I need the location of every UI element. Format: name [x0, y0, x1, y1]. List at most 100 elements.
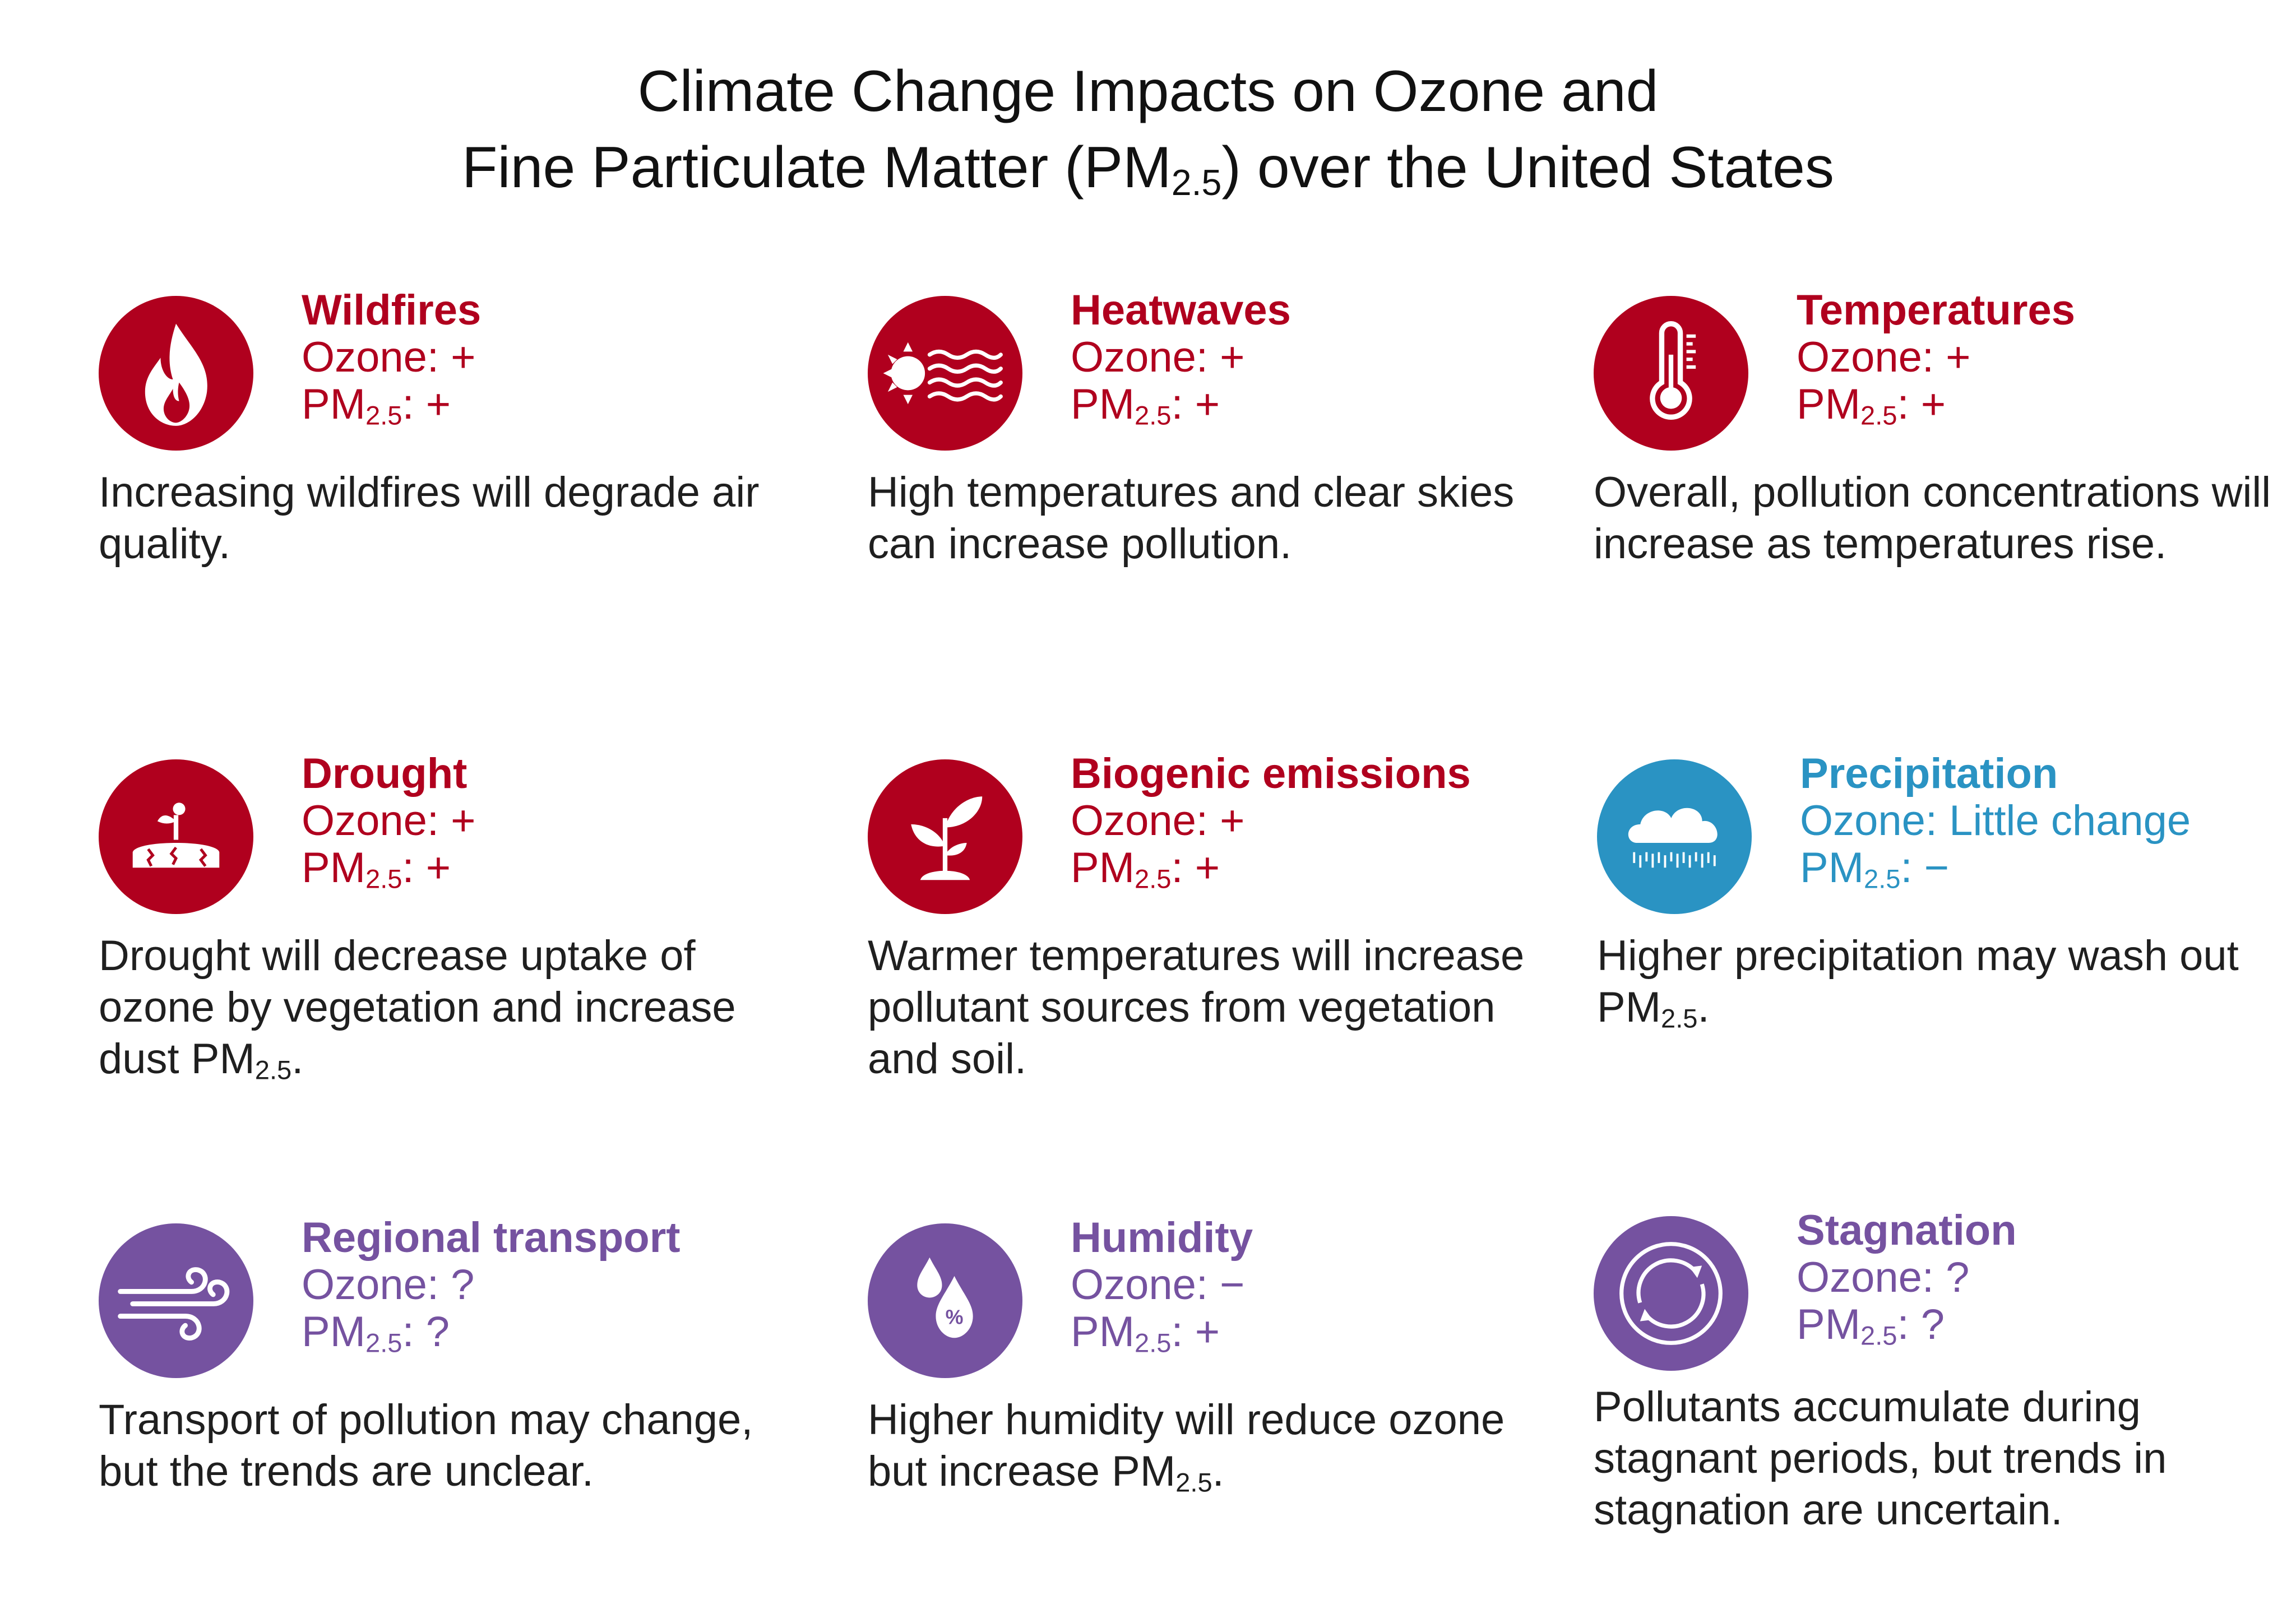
impact-labels: Humidity Ozone: − PM2.5: + [1071, 1214, 1253, 1356]
ozone-label: Ozone: [1797, 333, 1934, 381]
ozone-value: + [451, 333, 476, 381]
impact-description: Higher humidity will reduce ozone but in… [868, 1394, 1529, 1497]
pm-sub: 2.5 [365, 1328, 402, 1358]
ozone-impact: Ozone: + [302, 797, 476, 845]
pm-suffix: : [402, 381, 414, 428]
pm-value: ? [1920, 1301, 1945, 1348]
pm-impact: PM2.5: + [1071, 1309, 1253, 1356]
pm-impact: PM2.5: ? [1797, 1301, 2017, 1349]
desc-text: Drought will decrease uptake of ozone by… [99, 932, 736, 1083]
stagnation-cycle-icon [1594, 1216, 1748, 1371]
heatwave-icon [868, 296, 1022, 451]
impact-name: Heatwaves [1071, 286, 1291, 334]
pm-suffix: : [402, 1308, 414, 1356]
impact-labels: Regional transport Ozone: ? PM2.5: ? [302, 1214, 681, 1356]
card-regional-transport: Regional transport Ozone: ? PM2.5: ? Tra… [99, 1214, 760, 1571]
impact-description: Increasing wildfires will degrade air qu… [99, 467, 760, 570]
title-line-2-sub: 2.5 [1171, 163, 1222, 203]
card-wildfires: Wildfires Ozone: + PM2.5: + Increasing w… [99, 287, 760, 643]
pm-impact: PM2.5: + [1071, 381, 1291, 430]
impact-description: Pollutants accumulate during stagnant pe… [1594, 1381, 2255, 1536]
pm-sub: 2.5 [1860, 400, 1897, 430]
pm-impact: PM2.5: ? [302, 1309, 681, 1356]
pm-value: − [1924, 844, 1950, 892]
title-line-1: Climate Change Impacts on Ozone and [637, 59, 1659, 124]
thermometer-icon [1594, 296, 1748, 451]
pm-sub: 2.5 [365, 400, 402, 430]
desc-text: Pollutants accumulate during stagnant pe… [1594, 1383, 2167, 1534]
impact-description: Transport of pollution may change, but t… [99, 1394, 760, 1497]
pm-value: + [1195, 844, 1220, 892]
impact-description: Higher precipitation may wash out PM2.5. [1597, 930, 2258, 1033]
desc-end: . [1212, 1448, 1224, 1495]
pm-suffix: : [1171, 381, 1183, 428]
card-precipitation: Precipitation Ozone: Little change PM2.5… [1597, 750, 2258, 1107]
pm-impact: PM2.5: + [1071, 845, 1471, 892]
pm-suffix: : [1897, 381, 1909, 428]
ozone-value: + [1220, 333, 1245, 381]
impact-name: Biogenic emissions [1071, 750, 1471, 797]
card-stagnation: Stagnation Ozone: ? PM2.5: ? Pollutants … [1594, 1207, 2255, 1564]
title-line-2: Fine Particulate Matter (PM2.5) over the… [0, 129, 2296, 206]
ozone-label: Ozone: [1071, 797, 1209, 845]
pm-suffix: : [402, 844, 414, 892]
ozone-impact: Ozone: + [1797, 334, 2075, 381]
pm-sub: 2.5 [1135, 1328, 1172, 1358]
pm-sub: 2.5 [1135, 400, 1172, 430]
impact-labels: Drought Ozone: + PM2.5: + [302, 750, 476, 892]
ozone-impact: Ozone: Little change [1800, 797, 2191, 845]
desc-text: High temperatures and clear skies can in… [868, 469, 1515, 568]
pm-suffix: : [1897, 1301, 1909, 1348]
desc-text: Transport of pollution may change, but t… [99, 1396, 753, 1495]
pm-value: ? [425, 1308, 450, 1356]
humidity-drops-icon: % [868, 1223, 1022, 1378]
ozone-value: + [451, 797, 476, 845]
desc-text: Increasing wildfires will degrade air qu… [99, 469, 760, 568]
card-drought: Drought Ozone: + PM2.5: + Drought will d… [99, 750, 760, 1107]
card-heatwaves: Heatwaves Ozone: + PM2.5: + High tempera… [868, 287, 1529, 643]
impact-name: Wildfires [302, 286, 482, 334]
title-line-2-pre: Fine Particulate Matter (PM [462, 135, 1172, 200]
ozone-impact: Ozone: − [1071, 1262, 1253, 1309]
pm-sub: 2.5 [365, 864, 402, 894]
impact-name: Regional transport [302, 1214, 681, 1262]
pm-value: + [1195, 1308, 1220, 1356]
ozone-label: Ozone: [1071, 333, 1209, 381]
ozone-label: Ozone: [302, 1261, 439, 1309]
pm-sub: 2.5 [1135, 864, 1172, 894]
ozone-label: Ozone: [302, 797, 439, 845]
card-temperatures: Temperatures Ozone: + PM2.5: + Overall, … [1594, 287, 2271, 643]
ozone-label: Ozone: [302, 333, 439, 381]
pm-impact: PM2.5: + [302, 845, 476, 892]
ozone-impact: Ozone: + [302, 334, 481, 381]
pm-value: + [425, 844, 451, 892]
pm-label: PM [1800, 844, 1864, 892]
impact-labels: Temperatures Ozone: + PM2.5: + [1797, 287, 2075, 430]
desc-sub: 2.5 [1175, 1467, 1212, 1497]
impact-name: Humidity [1071, 1214, 1253, 1262]
pm-label: PM [302, 1308, 365, 1356]
rain-cloud-icon [1597, 759, 1752, 914]
pm-value: + [425, 381, 451, 428]
ozone-value: + [1220, 797, 1245, 845]
pm-label: PM [302, 844, 365, 892]
plant-icon [868, 759, 1022, 914]
svg-text:%: % [946, 1306, 964, 1328]
pm-label: PM [1071, 381, 1135, 428]
pm-label: PM [1071, 1308, 1135, 1356]
impact-labels: Biogenic emissions Ozone: + PM2.5: + [1071, 750, 1471, 892]
ozone-value: Little change [1949, 797, 2191, 845]
desc-end: . [291, 1035, 304, 1083]
pm-label: PM [1797, 381, 1860, 428]
title-line-2-post: ) over the United States [1221, 135, 1834, 200]
page-title: Climate Change Impacts on Ozone and Fine… [0, 53, 2296, 206]
ozone-label: Ozone: [1071, 1261, 1209, 1309]
desc-text: Higher precipitation may wash out PM [1597, 932, 2239, 1031]
ozone-label: Ozone: [1797, 1254, 1934, 1301]
ozone-label: Ozone: [1800, 797, 1938, 845]
drought-icon [99, 759, 253, 914]
ozone-impact: Ozone: ? [302, 1262, 681, 1309]
impact-labels: Stagnation Ozone: ? PM2.5: ? [1797, 1207, 2017, 1349]
card-humidity: % Humidity Ozone: − PM2.5: + Higher humi… [868, 1214, 1529, 1571]
impact-description: Warmer temperatures will increase pollut… [868, 930, 1529, 1085]
